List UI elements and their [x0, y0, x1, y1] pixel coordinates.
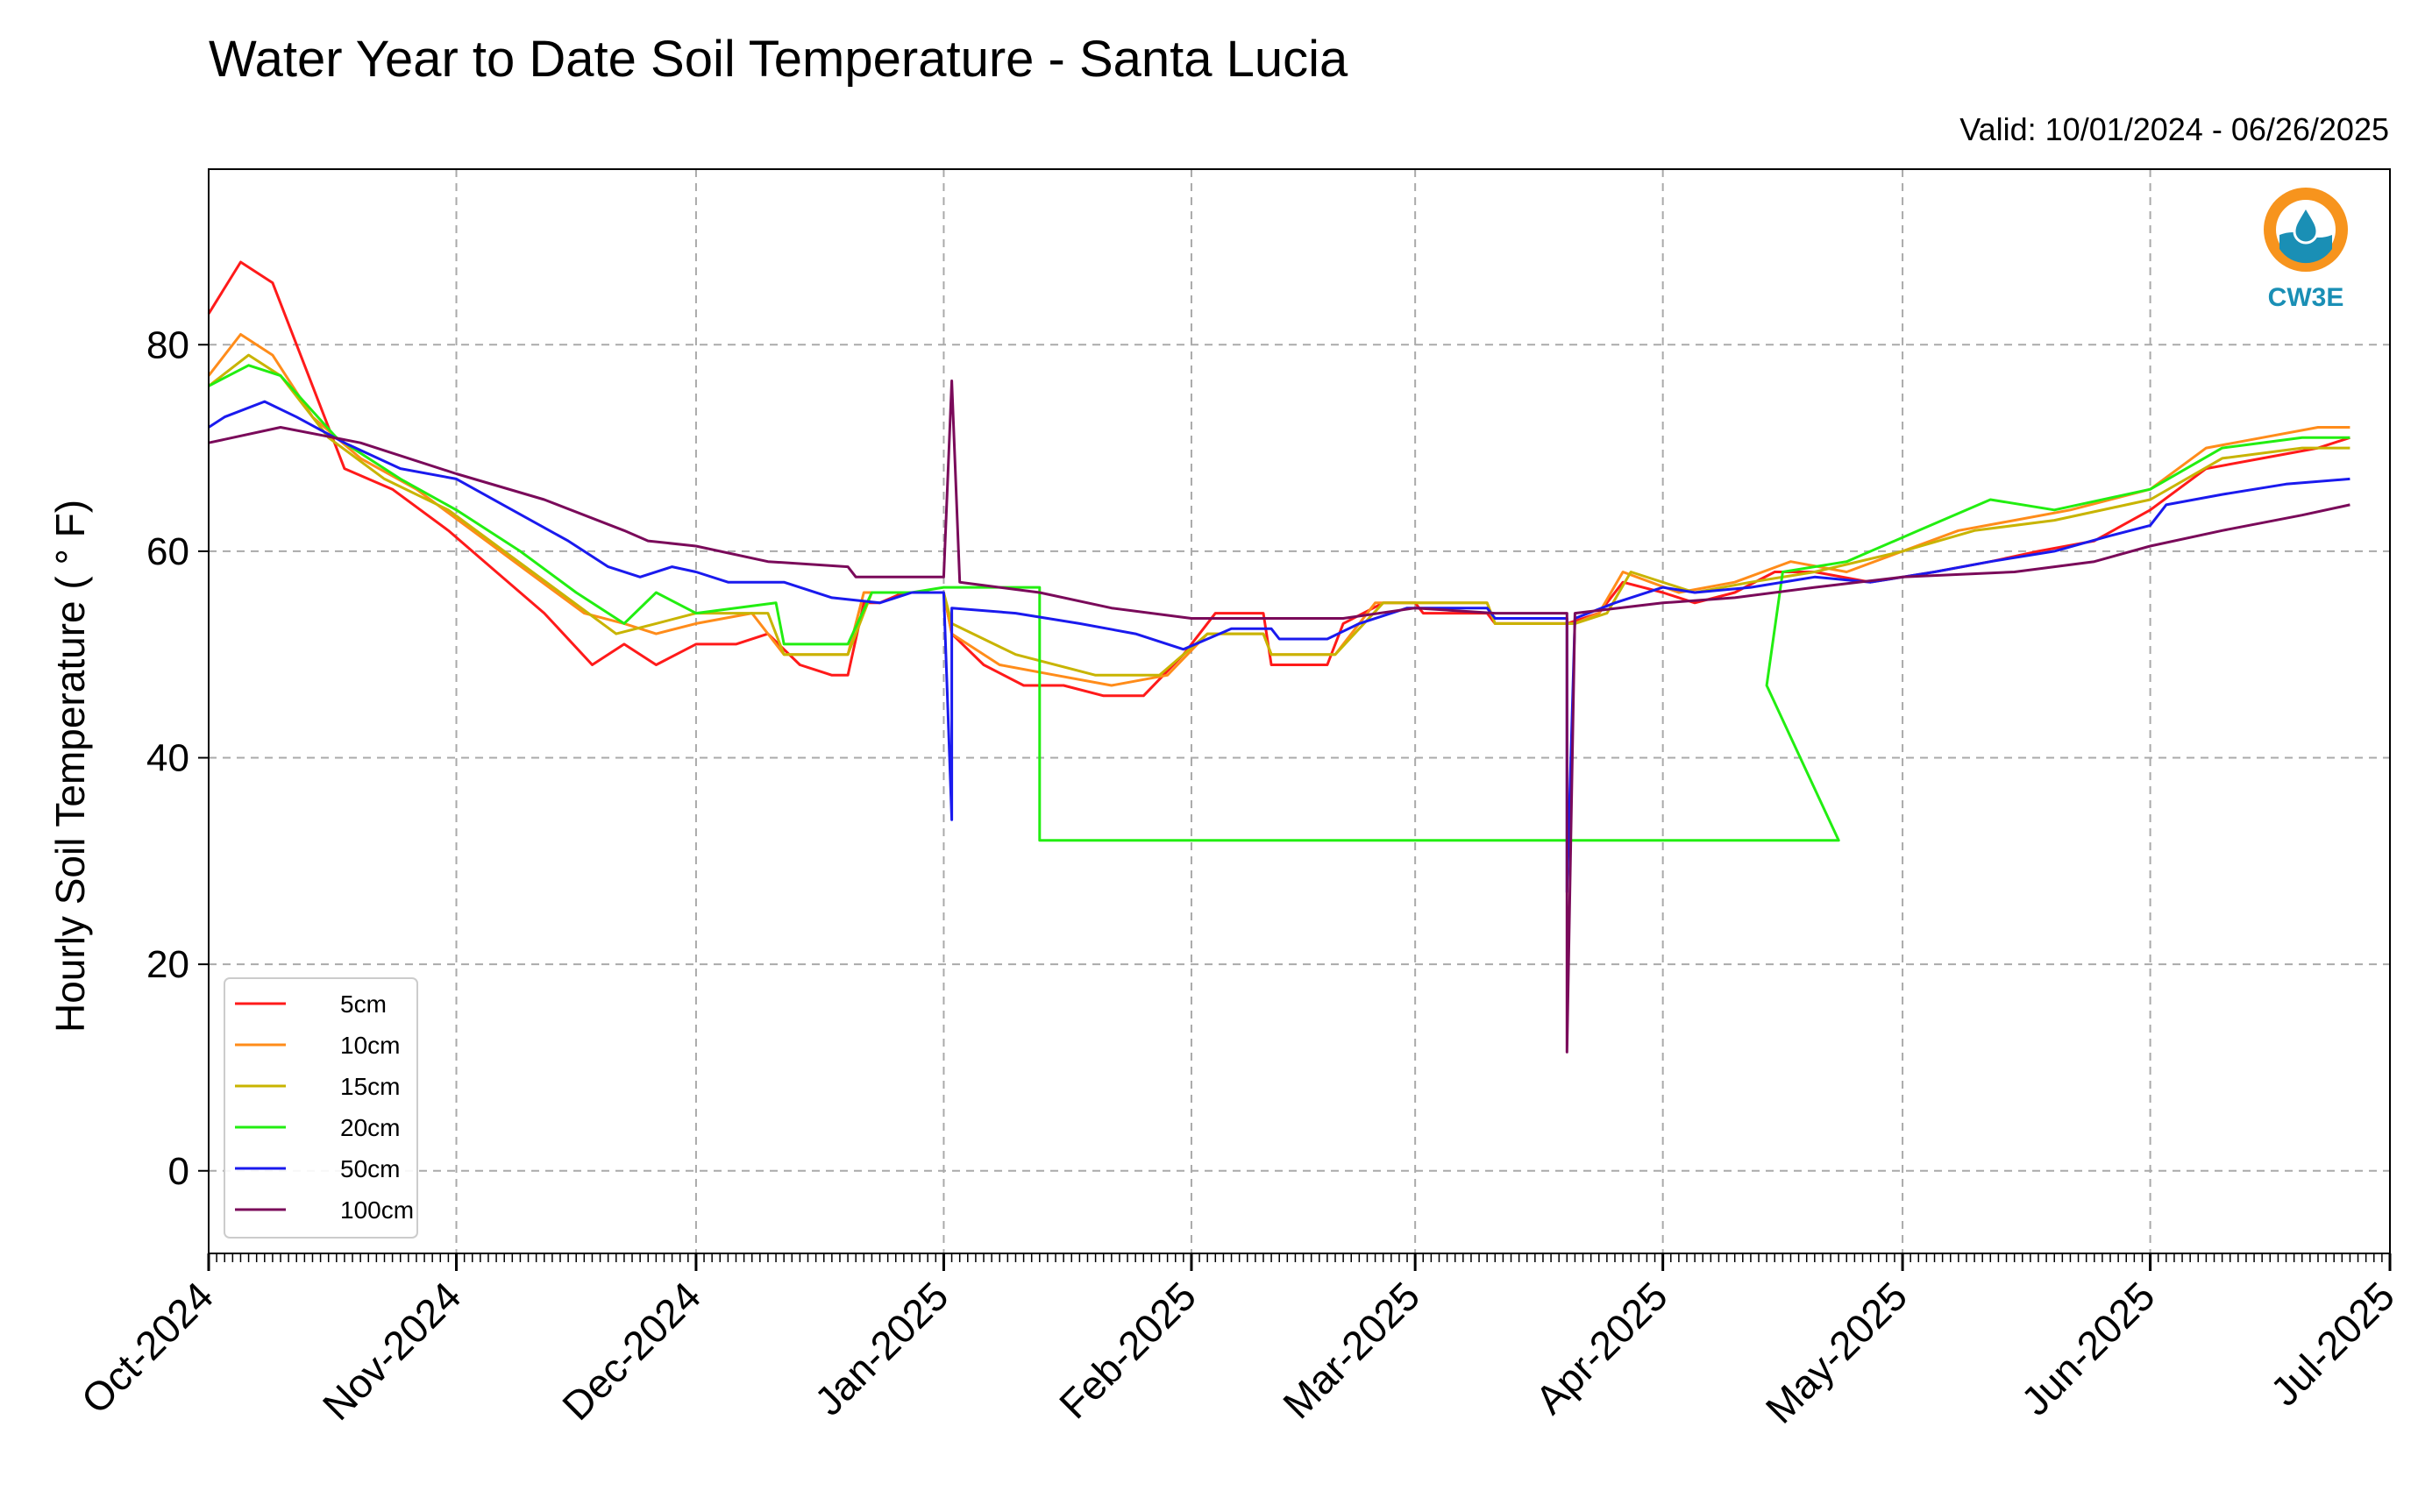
y-tick-label: 80	[146, 323, 189, 366]
x-tick-labels: Oct-2024 Nov-2024 Dec-2024 Jan-2025 Feb-2025…	[73, 1273, 2404, 1431]
logo-text: CW3E	[2268, 283, 2344, 312]
chart-title: Water Year to Date Soil Temperature - Sa…	[209, 31, 1348, 88]
y-tick-label: 20	[146, 943, 189, 986]
x-tick-label: Dec-2024	[553, 1273, 709, 1429]
series-line-5cm	[207, 260, 2350, 698]
legend-label-100cm: 100cm	[340, 1196, 414, 1224]
x-tick-label: Mar-2025	[1274, 1273, 1428, 1427]
x-tick-label: Jul-2025	[2262, 1273, 2404, 1415]
x-tick-label: May-2025	[1757, 1273, 1916, 1431]
x-tick-label: Jun-2025	[2012, 1273, 2163, 1423]
water-drop-icon	[2293, 203, 2319, 245]
y-tick-label: 0	[168, 1150, 189, 1193]
plot-frame	[208, 168, 2391, 1254]
legend: 5cm 10cm 15cm 20cm 50cm 100cm	[224, 977, 418, 1239]
x-minor-ticks	[208, 1253, 2391, 1262]
y-axis-label: Hourly Soil Temperature ( ° F)	[47, 500, 93, 1033]
plot-lines	[207, 260, 2350, 1054]
legend-label-20cm: 20cm	[340, 1114, 400, 1141]
y-ticks: 0 20 40 60 80	[146, 323, 209, 1193]
x-tick-label: Apr-2025	[1526, 1273, 1676, 1423]
series-line-10cm	[207, 333, 2350, 687]
x-major-ticks	[207, 1253, 2392, 1271]
cw3e-logo: CW3E	[2264, 188, 2348, 312]
y-tick-label: 60	[146, 530, 189, 573]
legend-label-5cm: 5cm	[340, 990, 387, 1018]
x-tick-label: Feb-2025	[1050, 1273, 1205, 1427]
chart-subtitle: Valid: 10/01/2024 - 06/26/2025	[1959, 111, 2389, 147]
legend-label-10cm: 10cm	[340, 1032, 400, 1059]
series-line-100cm	[208, 380, 2350, 1054]
legend-box	[224, 977, 418, 1239]
series-line-15cm	[208, 353, 2350, 677]
series-line-20cm	[208, 364, 2350, 842]
x-tick-label: Jan-2025	[806, 1273, 957, 1423]
legend-label-15cm: 15cm	[340, 1073, 400, 1100]
legend-label-50cm: 50cm	[340, 1155, 400, 1182]
series-line-50cm	[208, 400, 2350, 894]
x-tick-label: Nov-2024	[314, 1273, 470, 1429]
y-tick-label: 40	[146, 737, 189, 780]
grid	[209, 169, 2390, 1253]
x-tick-label: Oct-2024	[73, 1273, 223, 1423]
